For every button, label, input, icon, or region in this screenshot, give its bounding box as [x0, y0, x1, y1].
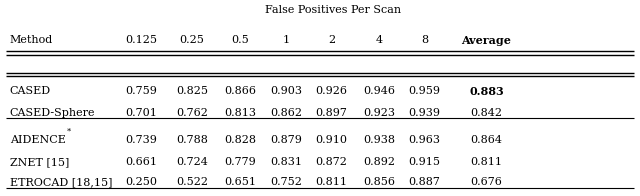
Text: 0.676: 0.676 [470, 177, 502, 187]
Text: 0.762: 0.762 [176, 108, 208, 118]
Text: 0.811: 0.811 [470, 157, 502, 167]
Text: 0.862: 0.862 [270, 108, 302, 118]
Text: 1: 1 [282, 35, 290, 45]
Text: 8: 8 [420, 35, 428, 45]
Text: 0.883: 0.883 [469, 86, 504, 97]
Text: CASED: CASED [10, 86, 51, 96]
Text: 0.813: 0.813 [224, 108, 256, 118]
Text: 0.938: 0.938 [363, 135, 395, 145]
Text: *: * [67, 127, 72, 135]
Text: 0.910: 0.910 [316, 135, 348, 145]
Text: 0.739: 0.739 [125, 135, 157, 145]
Text: 0.5: 0.5 [231, 35, 249, 45]
Text: 0.661: 0.661 [125, 157, 157, 167]
Text: 0.866: 0.866 [224, 86, 256, 96]
Text: 0.125: 0.125 [125, 35, 157, 45]
Text: 0.651: 0.651 [224, 177, 256, 187]
Text: 0.959: 0.959 [408, 86, 440, 96]
Text: 0.831: 0.831 [270, 157, 302, 167]
Text: 0.250: 0.250 [125, 177, 157, 187]
Text: 0.522: 0.522 [176, 177, 208, 187]
Text: 0.872: 0.872 [316, 157, 348, 167]
Text: 4: 4 [375, 35, 383, 45]
Text: CASED-Sphere: CASED-Sphere [10, 108, 95, 118]
Text: 0.724: 0.724 [176, 157, 208, 167]
Text: 0.915: 0.915 [408, 157, 440, 167]
Text: 0.892: 0.892 [363, 157, 395, 167]
Text: 0.923: 0.923 [363, 108, 395, 118]
Text: Average: Average [461, 35, 511, 46]
Text: 0.887: 0.887 [408, 177, 440, 187]
Text: 0.879: 0.879 [270, 135, 302, 145]
Text: 0.811: 0.811 [316, 177, 348, 187]
Text: 0.926: 0.926 [316, 86, 348, 96]
Text: 0.701: 0.701 [125, 108, 157, 118]
Text: 0.903: 0.903 [270, 86, 302, 96]
Text: 0.779: 0.779 [224, 157, 256, 167]
Text: 0.897: 0.897 [316, 108, 348, 118]
Text: 0.963: 0.963 [408, 135, 440, 145]
Text: 0.842: 0.842 [470, 108, 502, 118]
Text: ZNET [15]: ZNET [15] [10, 157, 69, 167]
Text: 0.828: 0.828 [224, 135, 256, 145]
Text: ETROCAD [18,15]: ETROCAD [18,15] [10, 177, 112, 187]
Text: 0.25: 0.25 [180, 35, 204, 45]
Text: 2: 2 [328, 35, 335, 45]
Text: 0.752: 0.752 [270, 177, 302, 187]
Text: AIDENCE: AIDENCE [10, 135, 65, 145]
Text: 0.759: 0.759 [125, 86, 157, 96]
Text: 0.946: 0.946 [363, 86, 395, 96]
Text: 0.856: 0.856 [363, 177, 395, 187]
Text: 0.939: 0.939 [408, 108, 440, 118]
Text: 0.825: 0.825 [176, 86, 208, 96]
Text: Method: Method [10, 35, 53, 45]
Text: 0.788: 0.788 [176, 135, 208, 145]
Text: False Positives Per Scan: False Positives Per Scan [265, 5, 401, 15]
Text: 0.864: 0.864 [470, 135, 502, 145]
